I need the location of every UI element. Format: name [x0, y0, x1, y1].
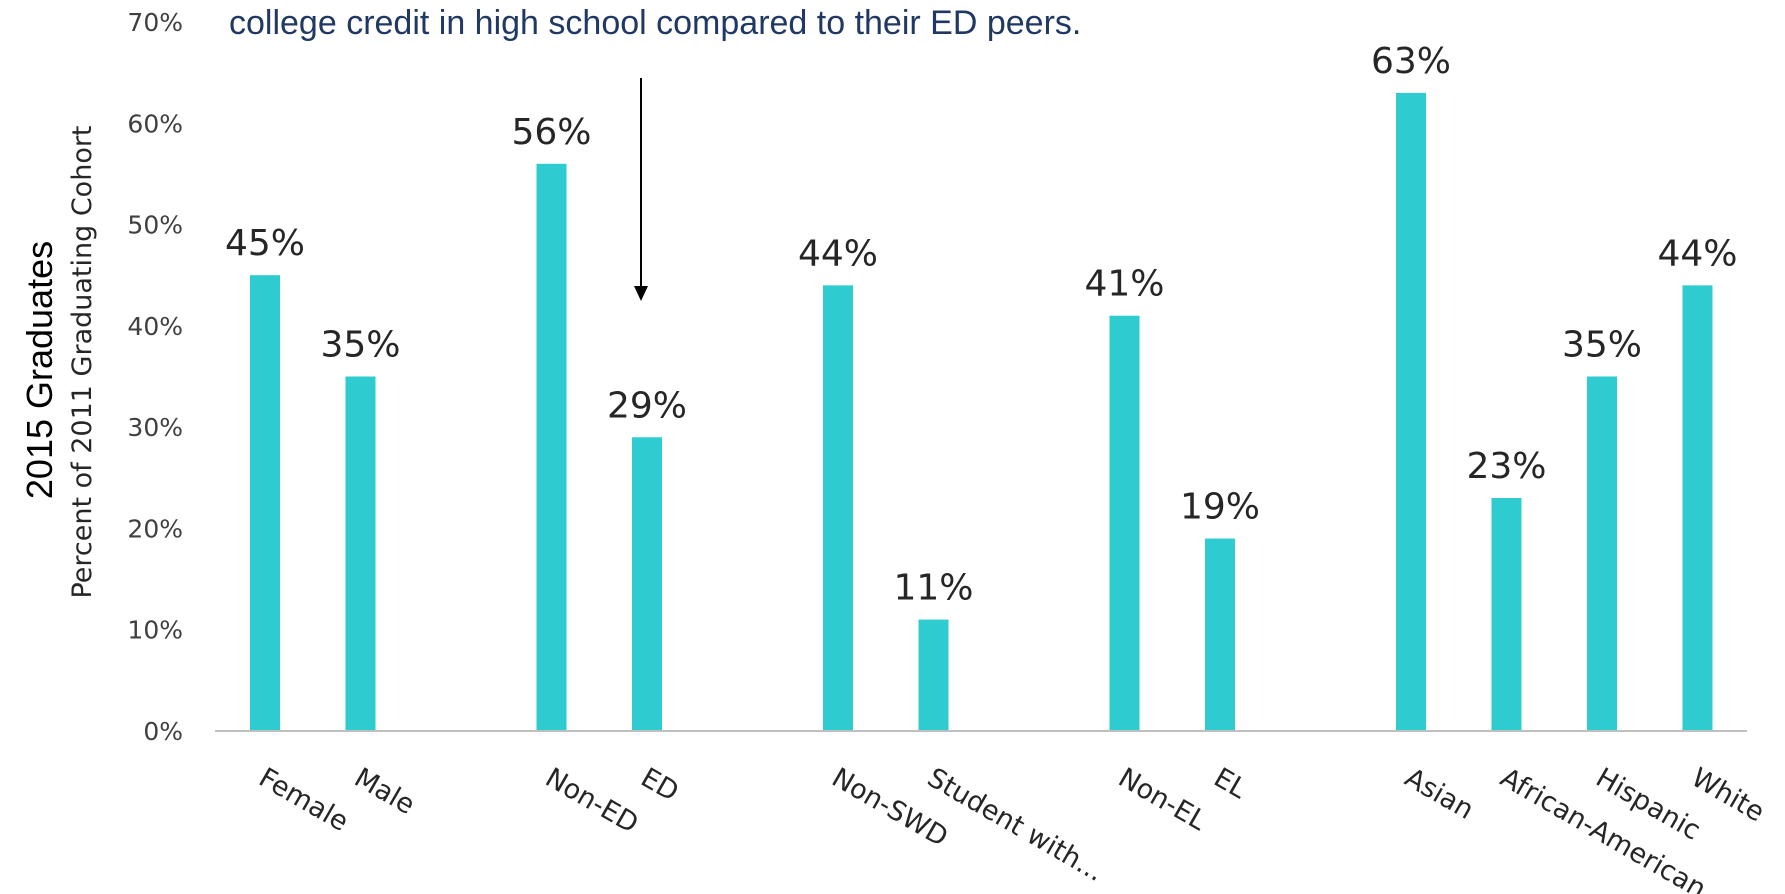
- y-axis-title-main: 2015 Graduates: [19, 241, 60, 499]
- bar: [250, 275, 280, 731]
- bar: [1491, 498, 1522, 731]
- data-label: 11%: [893, 568, 973, 609]
- data-label: 56%: [511, 112, 591, 153]
- y-tick-label: 70%: [127, 8, 183, 37]
- data-label: 41%: [1084, 264, 1164, 305]
- x-tick-label: EL: [1209, 762, 1252, 805]
- y-axis-subtitle: Percent of 2011 Graduating Cohort: [67, 125, 98, 598]
- y-tick-label: 40%: [127, 312, 183, 341]
- bar: [823, 285, 853, 731]
- bar: [345, 376, 376, 731]
- y-tick-label: 60%: [127, 109, 183, 138]
- bar: [536, 163, 567, 732]
- x-tick-label: Non-EL: [1113, 762, 1211, 837]
- data-label: 63%: [1371, 41, 1451, 82]
- y-axis-title-sub: Percent of 2011 Graduating Cohort: [67, 125, 98, 598]
- data-label: 19%: [1180, 487, 1260, 528]
- annotation-text: college credit in high school compared t…: [229, 4, 1081, 42]
- data-label: 35%: [320, 325, 400, 366]
- data-label: 44%: [1657, 233, 1737, 274]
- bar: [1396, 92, 1426, 731]
- data-label: 44%: [798, 233, 878, 274]
- y-tick-label: 10%: [127, 616, 183, 645]
- bars: [250, 92, 1713, 732]
- data-label: 29%: [607, 385, 687, 426]
- x-tick-label: Asian: [1400, 762, 1479, 826]
- y-tick-label: 30%: [127, 413, 183, 442]
- x-tick-label: Non-ED: [540, 762, 643, 840]
- bar: [1587, 376, 1617, 731]
- bar: [1205, 538, 1235, 731]
- y-axis-ticks: 0% 10% 20% 30% 40% 50% 60% 70%: [127, 8, 183, 746]
- data-label: 35%: [1562, 325, 1642, 366]
- x-tick-label: Male: [349, 762, 420, 821]
- data-labels: 45% 35% 56% 29% 44% 11% 41% 19% 63% 23% 35% 44%: [225, 41, 1738, 609]
- bar: [1682, 285, 1713, 731]
- y-axis-title: 2015 Graduates: [19, 241, 60, 499]
- data-label: 23%: [1466, 446, 1546, 487]
- data-label: 45%: [225, 223, 305, 264]
- annotation-arrow-head: [634, 286, 648, 301]
- y-tick-label: 50%: [127, 211, 183, 240]
- y-tick-label: 0%: [143, 717, 183, 746]
- x-tick-label: ED: [636, 762, 684, 808]
- bar: [632, 437, 662, 731]
- y-tick-label: 20%: [127, 514, 183, 543]
- bar: [918, 619, 949, 731]
- x-tick-label: Female: [254, 762, 354, 838]
- bar: [1109, 315, 1140, 731]
